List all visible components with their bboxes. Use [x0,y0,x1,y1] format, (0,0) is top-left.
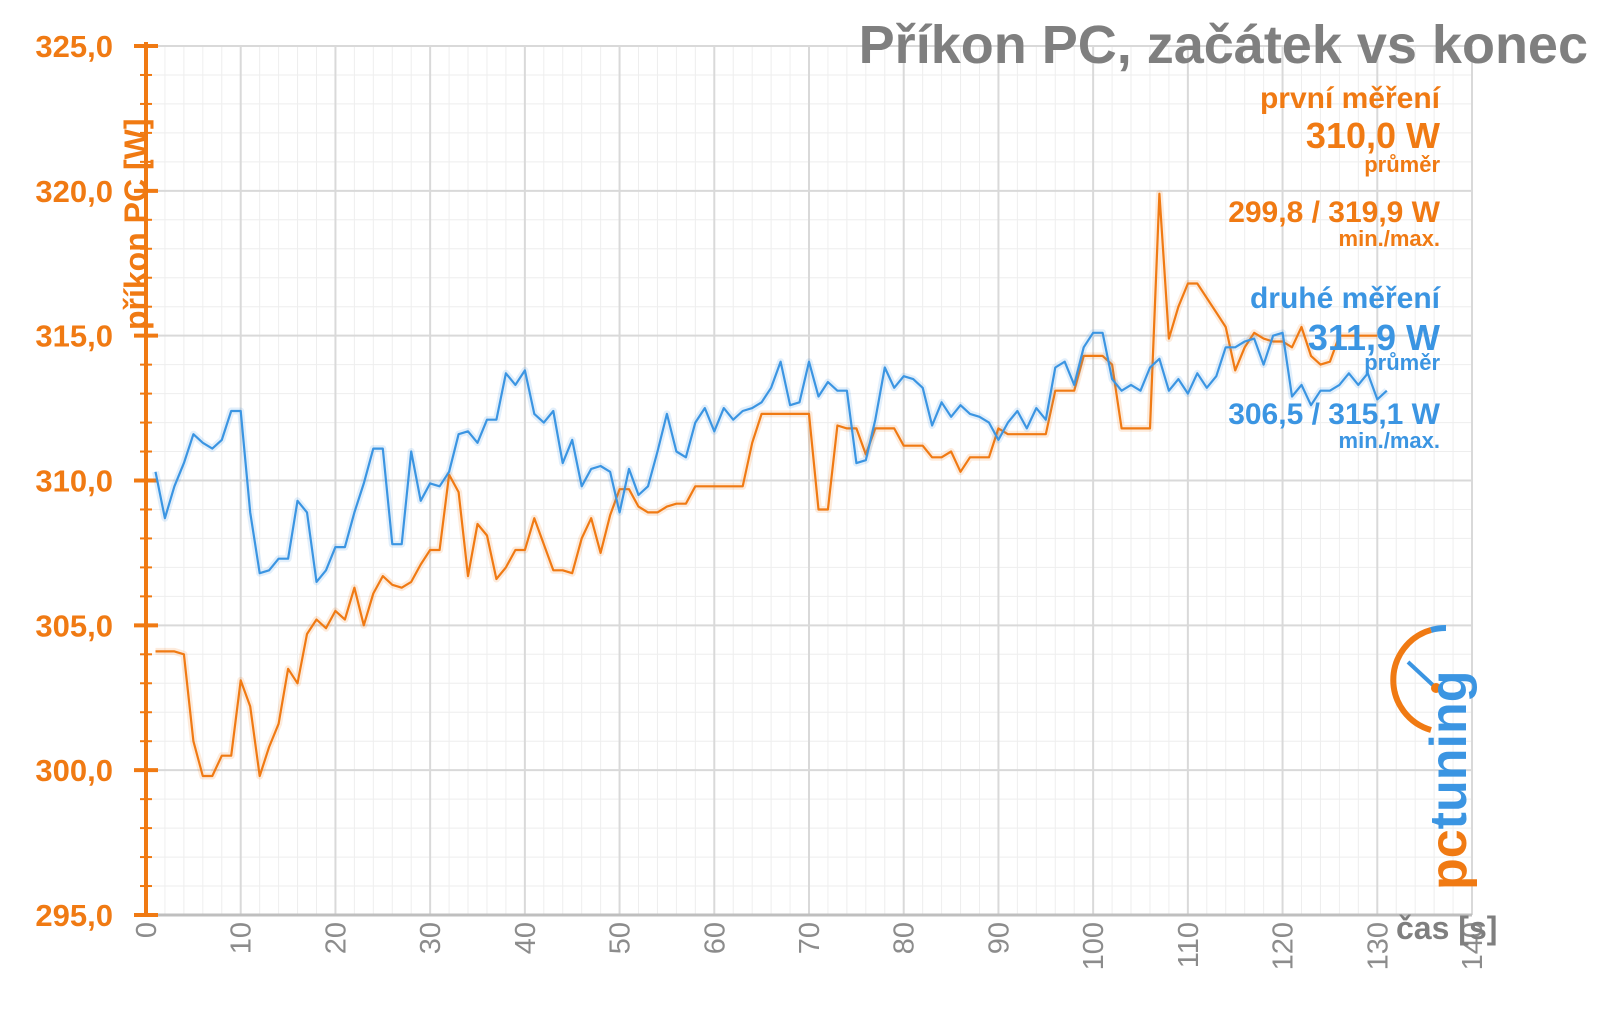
series-2-line [154,331,1388,584]
x-axis-label: čas [s] [1396,910,1498,946]
series-1-line [155,192,1378,778]
x-tick-label: 130 [1362,922,1394,970]
x-tick-label: 20 [320,922,352,954]
x-tick-label: 90 [983,922,1015,954]
y-tick-labels: 295,0 300,0 305,0 310,0 315,0 320,0 325,0 [35,29,113,933]
axes [134,42,1472,917]
x-tick-label: 100 [1078,922,1110,970]
y-axis-label: příkon PC [W] [118,118,154,330]
x-tick-labels: 0 10 20 30 40 50 60 70 80 90 100 110 120 130 140 [131,922,1489,970]
pctuning-logo-text: pctuning [1420,670,1478,890]
x-tick-label: 70 [794,922,826,954]
x-tick-label: 10 [226,922,258,954]
y-tick-label: 325,0 [35,29,113,64]
series-2-average-label: průměr [1364,350,1440,375]
x-tick-label: 80 [889,922,921,954]
x-tick-label: 110 [1173,922,1205,968]
pctuning-gauge-logo-icon [1390,625,1447,733]
series-1-average: 310,0 W [1305,115,1440,156]
series-1-average-label: průměr [1364,152,1440,177]
chart-title: Příkon PC, začátek vs konec [858,15,1588,75]
x-tick-label: 140 [1457,922,1489,970]
y-tick-label: 295,0 [35,898,113,933]
series-2-minmax: 306,5 / 315,1 W [1228,398,1440,431]
y-tick-label: 305,0 [35,608,113,643]
x-tick-label: 120 [1268,922,1300,970]
series-2-name: druhé měření [1249,282,1440,315]
y-tick-label: 320,0 [35,174,113,209]
series-1-name: první měření [1259,82,1440,115]
x-tick-label: 30 [415,922,447,954]
grid [145,45,1473,916]
x-tick-label: 60 [699,922,731,954]
series-2-minmax-label: min./max. [1338,428,1440,453]
pctuning-logo: pctuning [1390,625,1478,890]
series-2-average: 311,9 W [1307,317,1440,358]
y-tick-label: 310,0 [35,464,113,499]
x-tick-label: 0 [131,922,163,938]
series-1-minmax: 299,8 / 319,9 W [1228,196,1440,229]
y-tick-label: 300,0 [35,753,113,788]
y-tick-label: 315,0 [35,319,113,354]
x-tick-label: 50 [605,922,637,954]
x-tick-label: 40 [510,922,542,954]
series-1-glow [155,190,1378,780]
series-lines [152,190,1390,780]
series-1-minmax-label: min./max. [1338,226,1440,251]
